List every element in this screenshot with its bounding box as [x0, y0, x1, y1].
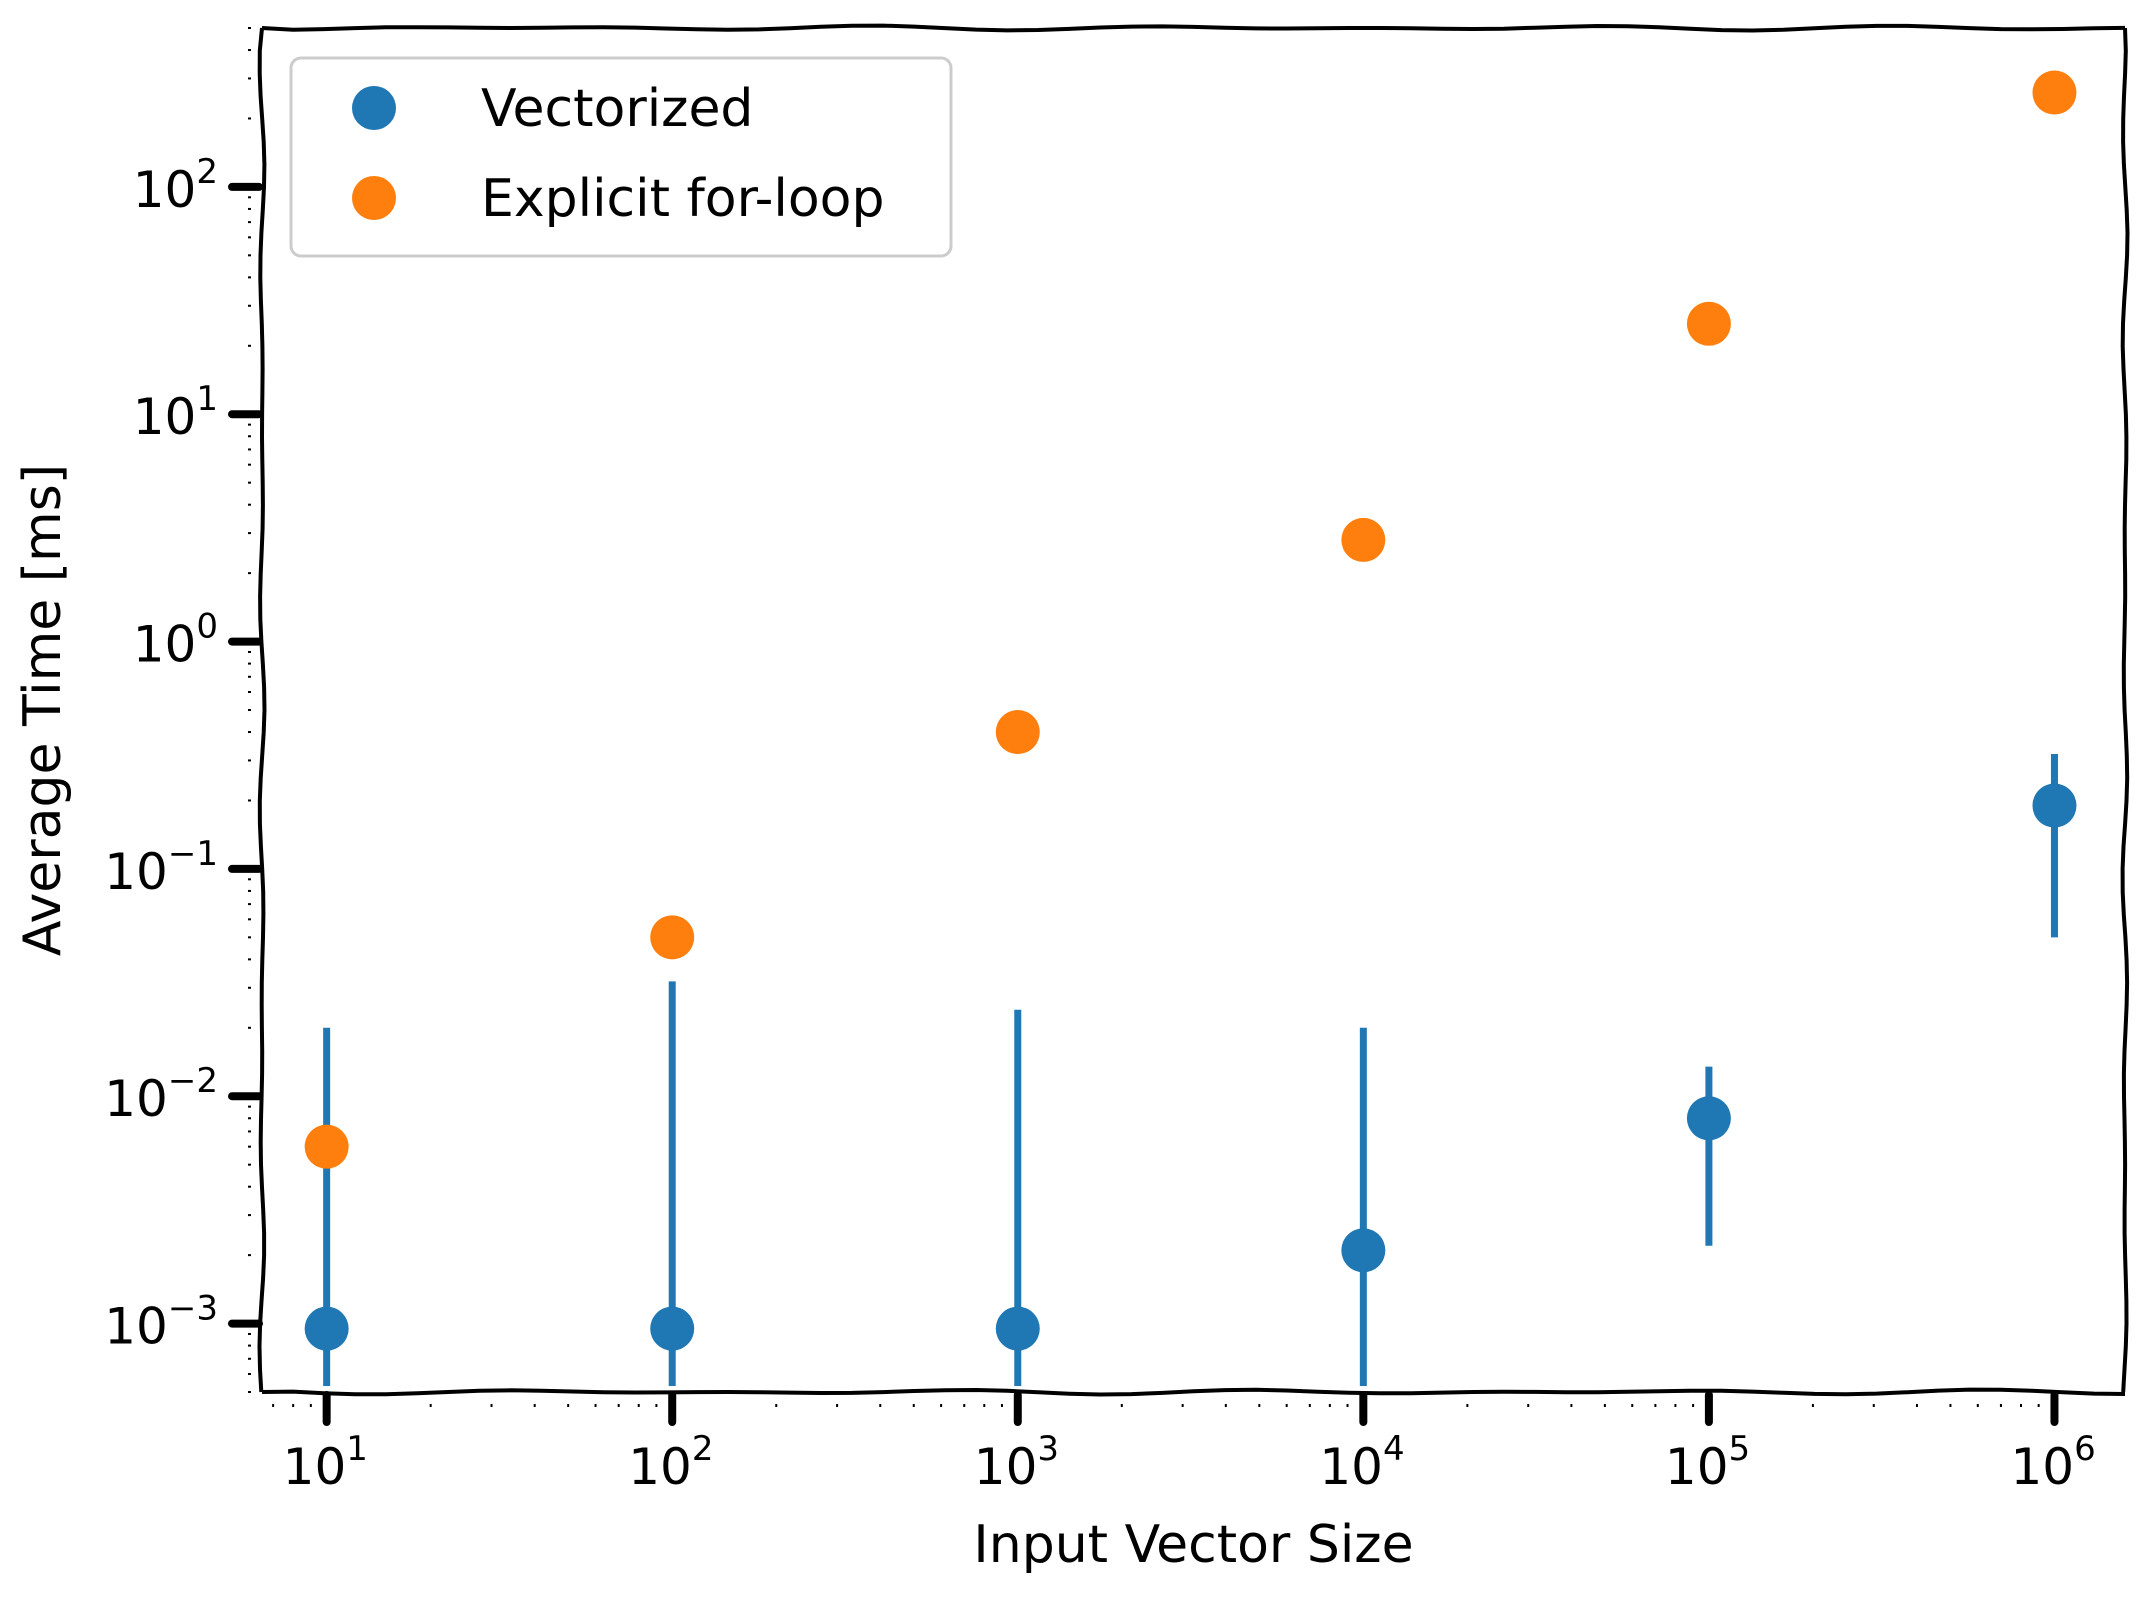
- x-tick-label: 104: [1319, 1429, 1404, 1496]
- x-axis-label: Input Vector Size: [973, 1515, 1413, 1575]
- for-loop-point: [1341, 517, 1386, 562]
- x-tick-exponent: 3: [1037, 1429, 1059, 1469]
- legend-box: [289, 56, 953, 258]
- x-tick-base: 10: [283, 1438, 347, 1496]
- for-loop-point: [2032, 70, 2077, 115]
- y-tick-base: 10: [104, 1298, 168, 1356]
- x-tick-base: 10: [1319, 1438, 1383, 1496]
- legend-label: Vectorized: [481, 79, 753, 139]
- frame-bottom: [261, 1387, 2126, 1397]
- legend-marker: [352, 86, 396, 130]
- y-tick-exponent: −1: [168, 834, 218, 874]
- points-group: [304, 70, 2077, 1351]
- for-loop-point: [1686, 301, 1731, 346]
- x-axis: 101 102 103 104 105 106: [283, 1391, 2096, 1496]
- x-tick-base: 10: [974, 1438, 1038, 1496]
- x-tick-label: 105: [1665, 1429, 1750, 1496]
- y-tick-exponent: −2: [168, 1061, 218, 1101]
- plot-frame: [248, 23, 2130, 1407]
- vectorized-point: [1686, 1096, 1731, 1141]
- y-tick-exponent: 0: [196, 607, 218, 647]
- y-tick-exponent: −3: [168, 1289, 218, 1329]
- y-tick-exponent: 1: [196, 379, 218, 419]
- for-loop-point: [650, 915, 695, 960]
- legend-label: Explicit for-loop: [481, 169, 885, 229]
- y-tick-label: 100: [133, 607, 218, 674]
- y-tick-label: 102: [133, 152, 218, 219]
- x-tick-base: 10: [2010, 1438, 2074, 1496]
- x-tick-label: 102: [628, 1429, 713, 1496]
- legend-marker: [352, 176, 396, 220]
- x-tick-exponent: 1: [346, 1429, 368, 1469]
- y-tick-label: 10−2: [104, 1061, 218, 1128]
- for-loop-point: [304, 1124, 349, 1169]
- y-tick-label: 101: [133, 379, 218, 446]
- x-tick-base: 10: [628, 1438, 692, 1496]
- y-tick-exponent: 2: [196, 152, 218, 192]
- y-tick-label: 10−3: [104, 1289, 218, 1356]
- y-tick-base: 10: [104, 843, 168, 901]
- x-tick-exponent: 5: [1729, 1429, 1751, 1469]
- x-tick-exponent: 4: [1383, 1429, 1405, 1469]
- y-tick-base: 10: [133, 161, 197, 219]
- y-tick-base: 10: [133, 388, 197, 446]
- y-tick-base: 10: [133, 616, 197, 674]
- vectorized-point: [995, 1306, 1040, 1351]
- x-tick-exponent: 6: [2074, 1429, 2096, 1469]
- y-axis-label: Average Time [ms]: [13, 464, 73, 956]
- legend: Vectorized Explicit for-loop: [289, 56, 953, 258]
- x-tick-label: 101: [283, 1429, 368, 1496]
- error-bars-group: [323, 754, 2058, 1386]
- for-loop-point: [995, 710, 1040, 755]
- x-tick-exponent: 2: [692, 1429, 714, 1469]
- y-tick-label: 10−1: [104, 834, 218, 901]
- x-tick-label: 106: [2010, 1429, 2095, 1496]
- x-tick-label: 103: [974, 1429, 1059, 1496]
- vectorized-point: [304, 1306, 349, 1351]
- vectorized-point: [2032, 783, 2077, 828]
- frame-top: [261, 23, 2126, 33]
- vectorized-point: [650, 1306, 695, 1351]
- x-tick-base: 10: [1665, 1438, 1729, 1496]
- frame-left: [257, 27, 267, 1393]
- vectorized-point: [1341, 1228, 1386, 1273]
- y-tick-base: 10: [104, 1070, 168, 1128]
- frame-right: [2120, 27, 2130, 1393]
